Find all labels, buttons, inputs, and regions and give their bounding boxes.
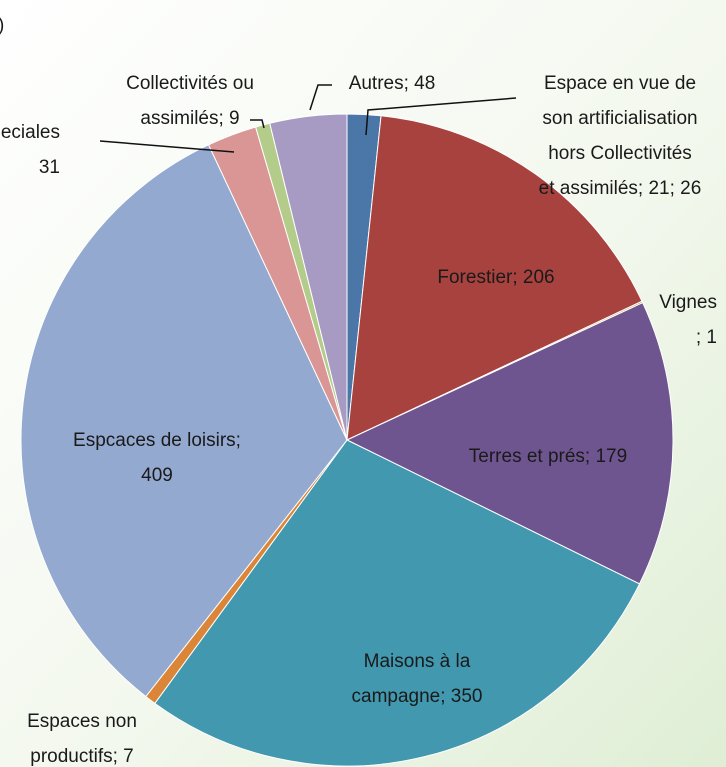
leader-line [365, 97, 517, 136]
slices [20, 113, 674, 767]
data-label: Espaces non [27, 711, 137, 732]
pie-slice [154, 439, 641, 767]
data-label: productifs; 7 [30, 746, 134, 767]
data-label: campagne; 350 [352, 686, 483, 707]
data-label: 31 [39, 157, 60, 178]
leader-line [99, 140, 235, 153]
pie-slice [269, 113, 348, 441]
data-label: eciales [1, 122, 60, 143]
data-label: Maisons à la [364, 651, 471, 672]
data-label: Espcaces de loisirs; [73, 430, 241, 451]
labels: Espace en vue de son artificialisation hor… [1, 73, 717, 767]
pie-slice [346, 115, 643, 441]
data-label: assimilés; 9 [140, 108, 239, 129]
data-label: 409 [141, 465, 173, 486]
leader-line [309, 84, 332, 111]
data-label: et assimilés; 21; 26 [539, 178, 702, 199]
leader-line [250, 119, 265, 129]
data-label: Collectivités ou [126, 73, 254, 94]
pie-slice [345, 302, 674, 585]
data-label: Autres; 48 [349, 73, 436, 94]
data-label: Vignes [659, 292, 717, 313]
pie-slice [20, 144, 348, 698]
data-label: Terres et prés; 179 [469, 446, 627, 467]
data-label: son artificialisation [542, 108, 697, 129]
data-label: ; 1 [696, 327, 717, 348]
data-label: Espace en vue de [544, 73, 696, 94]
chart-title: ) [0, 15, 4, 36]
data-label: Forestier; 206 [437, 267, 554, 288]
data-label: hors Collectivités [548, 143, 692, 164]
